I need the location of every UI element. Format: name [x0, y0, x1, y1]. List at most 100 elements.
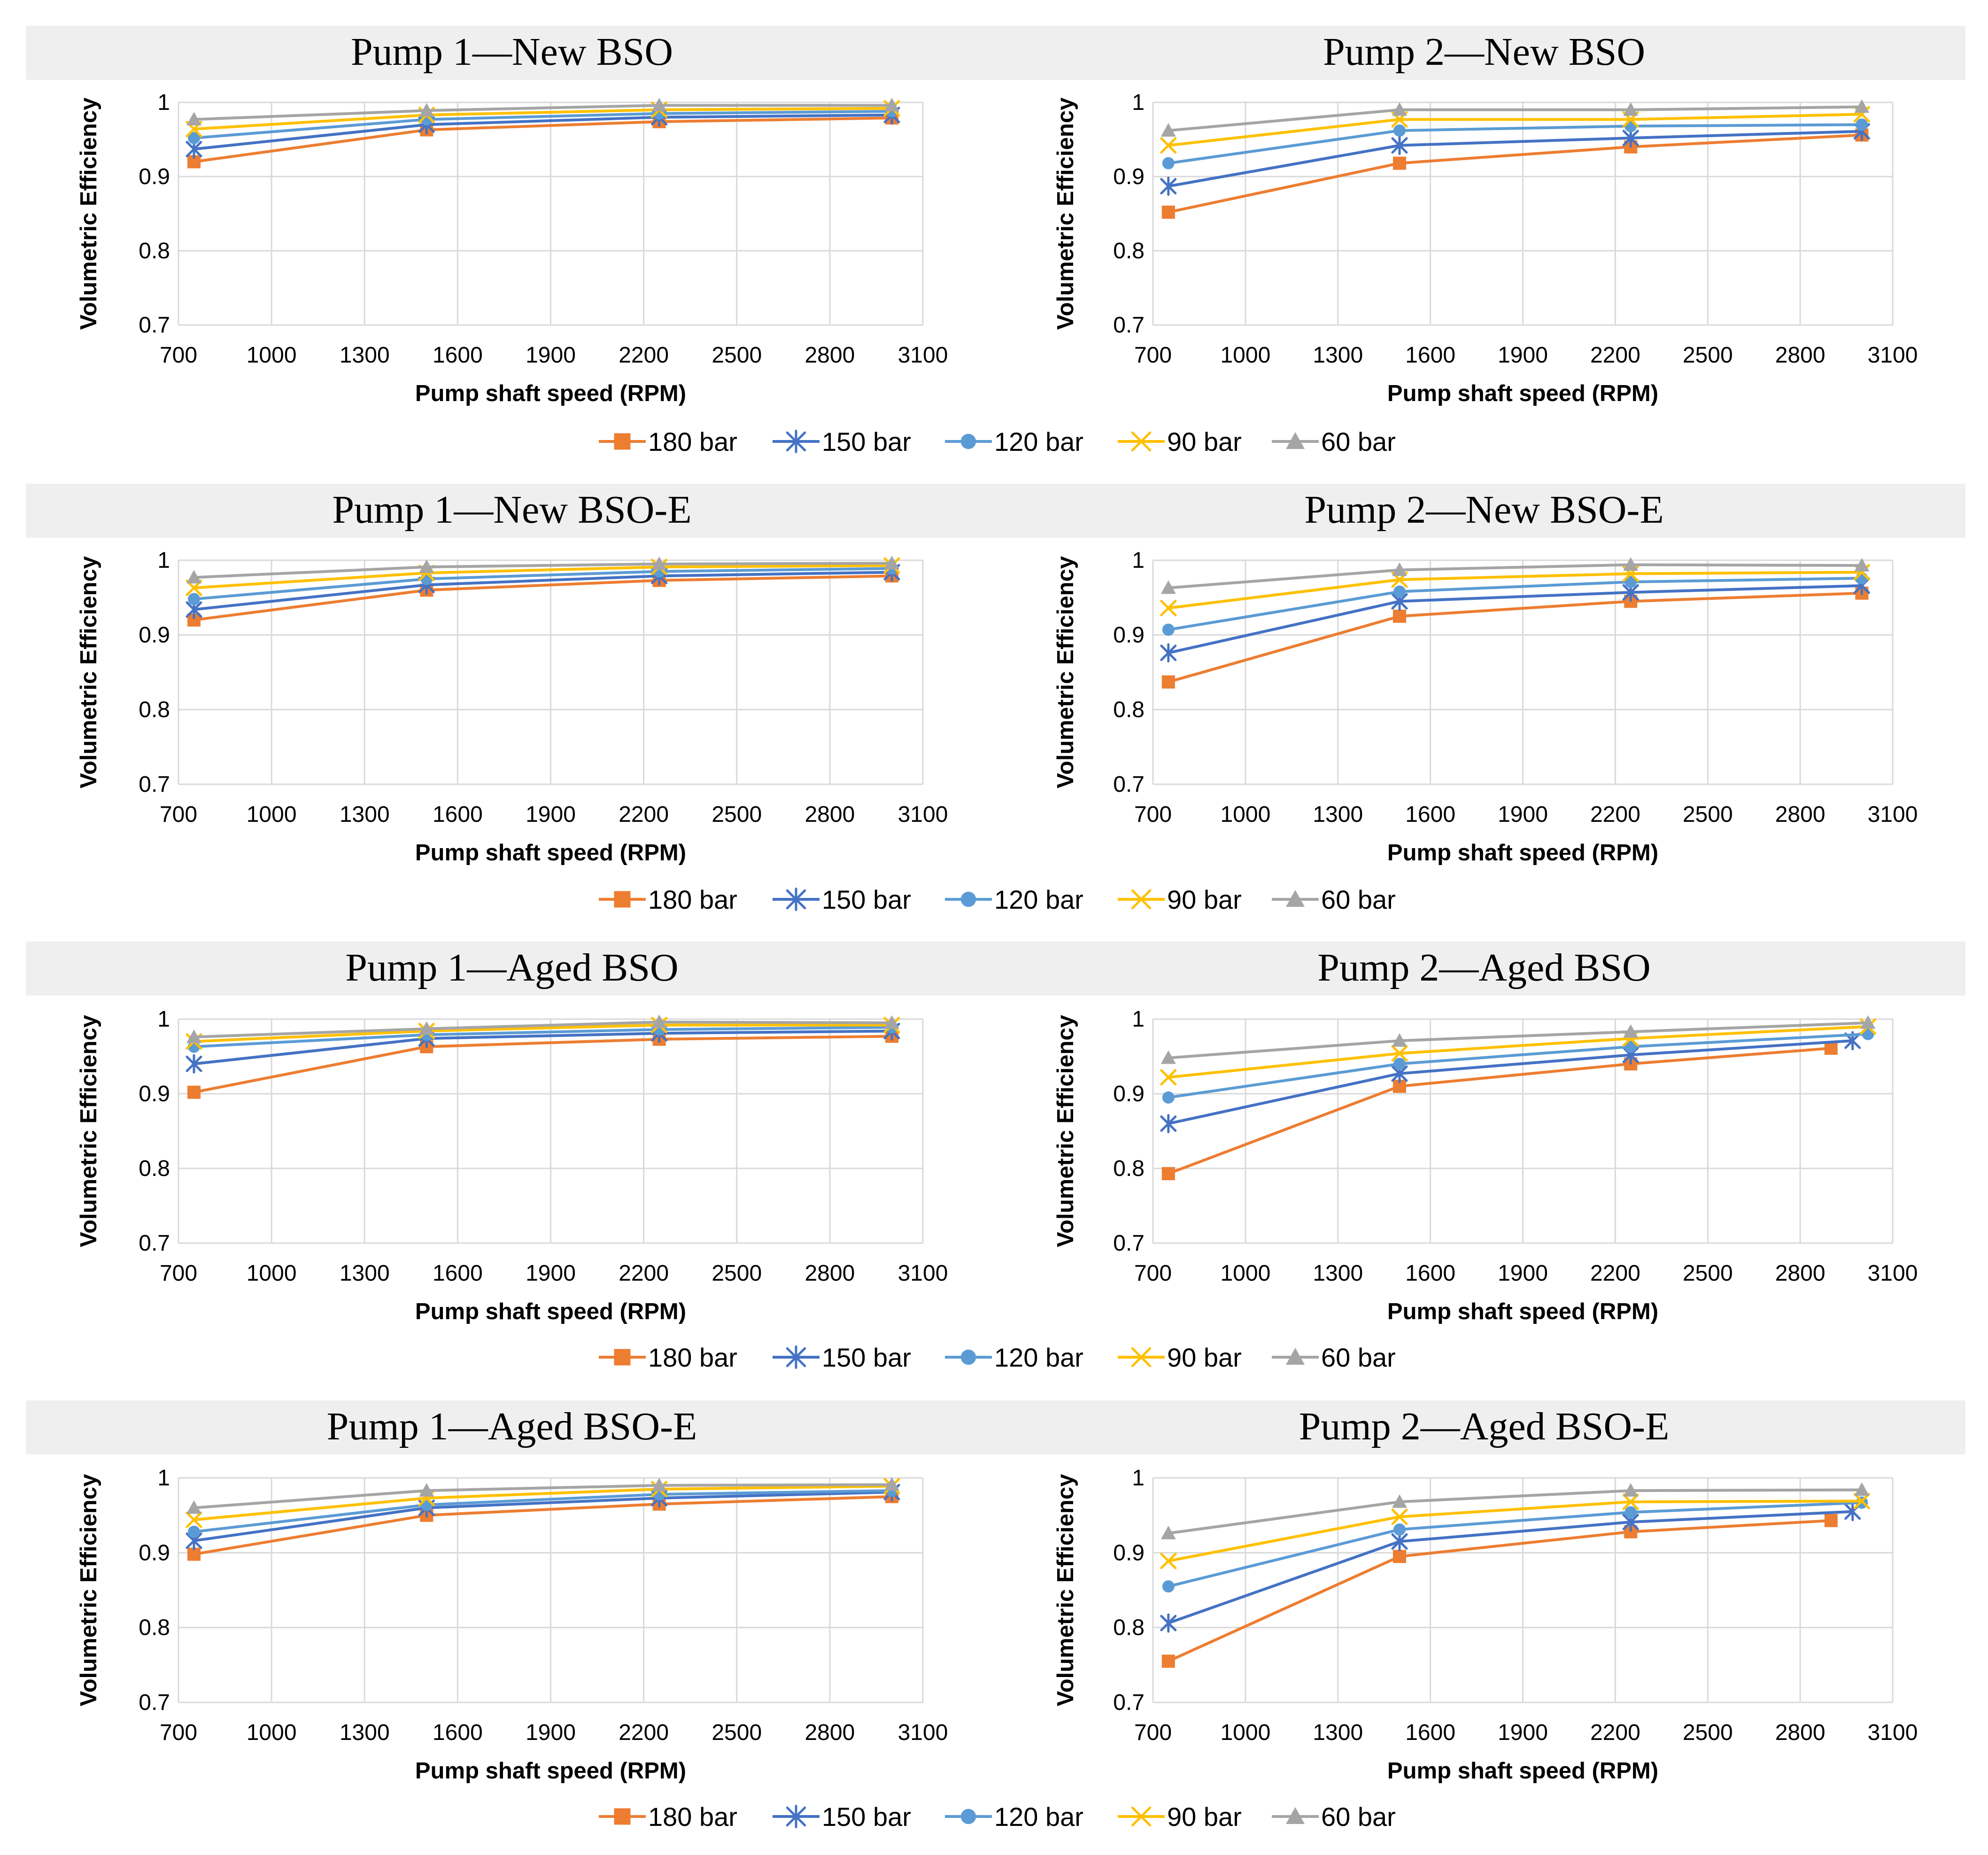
series-line	[1168, 130, 1862, 188]
data-point	[186, 1054, 202, 1074]
x-tick-label: 2200	[619, 802, 669, 827]
series-line	[1168, 571, 1862, 610]
data-point	[1856, 572, 1868, 585]
series-180-bar	[1161, 1514, 1838, 1668]
series-line	[193, 571, 892, 611]
data-point-stroke	[186, 1511, 202, 1528]
legend-marker	[786, 888, 806, 911]
legend-marker	[786, 1805, 806, 1828]
legend-marker	[1286, 1807, 1305, 1824]
y-tick-label: 0.9	[139, 164, 170, 189]
series-120-bar	[1162, 572, 1868, 636]
panel-pump-2-aged-bso: Pump 2—Aged BSO 700 1000 1300 1600 1900 2200 25…	[993, 942, 1965, 1324]
panel-title: Pump 2—New BSO	[1323, 30, 1645, 74]
data-point	[420, 572, 433, 585]
legend-label: 120 bar	[994, 1343, 1083, 1372]
series-line	[193, 104, 892, 121]
x-tick-label: 2500	[712, 802, 762, 827]
x-tick-label: 1300	[340, 1261, 390, 1286]
panel-title-band	[26, 484, 993, 538]
y-tick-label: 1	[157, 1466, 170, 1491]
y-tick-label: 1	[1132, 90, 1145, 115]
data-point	[1393, 1058, 1406, 1070]
data-point	[186, 1511, 202, 1528]
legend-marker	[1131, 889, 1152, 910]
series-line	[193, 1491, 892, 1542]
data-point	[1161, 1654, 1175, 1668]
data-point	[884, 1477, 899, 1491]
series-150-bar	[1160, 1502, 1861, 1633]
x-tick-label: 700	[160, 1261, 197, 1286]
data-point	[1391, 1508, 1408, 1525]
x-tick-label: 2500	[1683, 343, 1733, 368]
series-60-bar	[1160, 1482, 1870, 1539]
data-point	[1393, 610, 1406, 623]
data-point	[1854, 99, 1870, 113]
y-tick-label: 0.8	[1113, 1615, 1145, 1640]
legend-label: 180 bar	[648, 1802, 737, 1832]
series-line	[193, 567, 892, 601]
data-point	[1160, 1613, 1177, 1633]
legend-item-180-bar: 180 bar	[599, 1343, 737, 1372]
x-tick-label: 2200	[1590, 1720, 1640, 1745]
data-point	[188, 593, 201, 605]
series-60-bar	[186, 1477, 899, 1514]
series-150-bar	[1160, 576, 1870, 663]
x-tick-label: 3100	[1868, 343, 1918, 368]
data-point	[1623, 557, 1639, 571]
legend: 180 bar 150 bar 120 bar 90 bar 60 bar	[599, 1343, 1396, 1372]
legend-item-90-bar: 90 bar	[1118, 885, 1242, 914]
legend-marker	[614, 1808, 631, 1825]
x-tick-label: 1300	[340, 343, 390, 368]
data-point	[1623, 102, 1639, 116]
x-tick-label: 1600	[1405, 1261, 1455, 1286]
series-90-bar	[1160, 106, 1870, 154]
x-tick-label: 1600	[1405, 343, 1455, 368]
x-tick-label: 1600	[433, 802, 483, 827]
data-point	[1162, 157, 1175, 170]
y-tick-label: 1	[1132, 1007, 1145, 1032]
y-tick-label: 0.9	[139, 1540, 170, 1565]
legend-item-150-bar: 150 bar	[773, 427, 911, 456]
y-axis-label: Volumetric Efficiency	[76, 98, 101, 330]
data-point	[1393, 124, 1406, 137]
data-point	[651, 98, 667, 112]
series-line	[1168, 584, 1862, 655]
legend-marker	[960, 1809, 976, 1824]
data-point	[1623, 1483, 1639, 1497]
panel-pump-1-new-bso: Pump 1—New BSO 700 1000 1300 1600 1900 2200 250…	[26, 26, 993, 406]
x-tick-label: 2200	[619, 1720, 669, 1745]
data-point	[419, 559, 434, 573]
legend-label: 180 bar	[648, 1343, 737, 1372]
legend-item-120-bar: 120 bar	[945, 885, 1083, 914]
data-point	[1392, 102, 1407, 116]
y-tick-label: 0.7	[1113, 1231, 1145, 1256]
data-point	[1391, 1531, 1408, 1551]
gridlines	[1152, 559, 1894, 785]
gridlines	[1152, 101, 1894, 326]
series-line	[1168, 133, 1862, 214]
legend-item-150-bar: 150 bar	[773, 1802, 911, 1832]
y-tick-label: 0.7	[139, 1690, 170, 1715]
y-tick-label: 0.7	[139, 313, 170, 338]
data-point	[186, 112, 202, 126]
y-axis-label: Volumetric Efficiency	[76, 1474, 101, 1707]
panel-pump-2-new-bso: Pump 2—New BSO 700 1000 1300 1600 1900 2200 250…	[993, 26, 1965, 406]
series-60-bar	[1160, 557, 1870, 594]
x-tick-label: 3100	[898, 802, 948, 827]
y-tick-label: 1	[157, 1007, 170, 1032]
x-tick-label: 1000	[247, 343, 297, 368]
x-tick-label: 1600	[433, 343, 483, 368]
series-line	[1168, 1488, 1862, 1535]
legend-label: 60 bar	[1321, 1343, 1396, 1372]
data-point	[419, 1483, 434, 1497]
legend-item-150-bar: 150 bar	[773, 885, 911, 914]
series-line	[1168, 563, 1862, 589]
legend-marker	[614, 433, 631, 450]
y-axis-label: Volumetric Efficiency	[1053, 98, 1078, 330]
series-line	[193, 109, 892, 139]
x-tick-label: 2800	[1775, 802, 1826, 827]
data-point	[1160, 580, 1176, 594]
y-tick-label: 0.9	[1113, 1082, 1145, 1106]
x-tick-label: 1900	[1498, 802, 1548, 827]
